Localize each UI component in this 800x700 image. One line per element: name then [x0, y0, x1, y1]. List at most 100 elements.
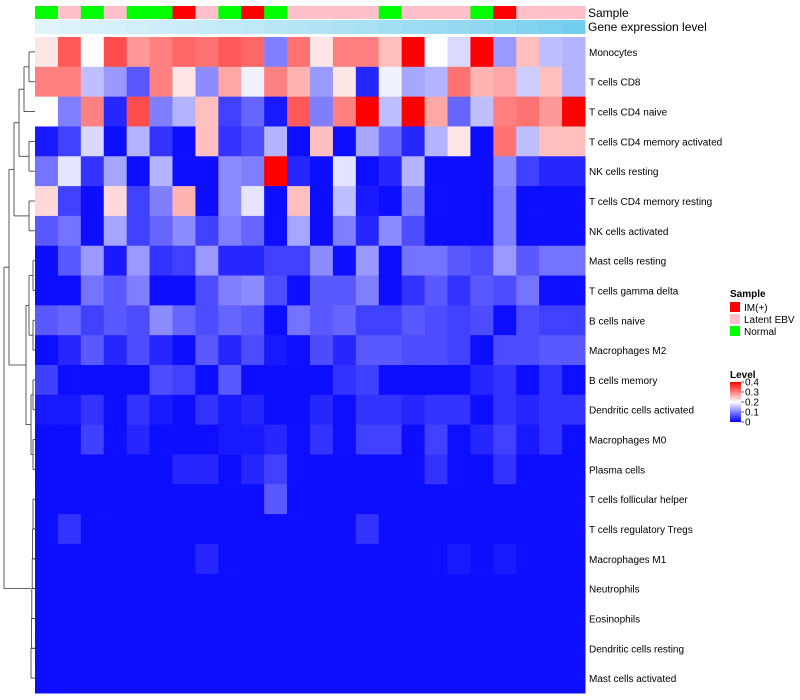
heatmap-cell [57, 394, 82, 426]
heatmap-cell [103, 484, 128, 515]
heatmap-cell [218, 663, 242, 694]
heatmap-cell [493, 573, 517, 605]
heatmap-cell [35, 543, 59, 575]
heatmap-cell [516, 66, 540, 98]
heatmap-cell [126, 663, 151, 694]
heatmap-cell [241, 37, 265, 68]
heatmap-cell [493, 543, 517, 575]
expression-bar-cell [80, 20, 105, 34]
row-label: Neutrophils [589, 585, 640, 596]
heatmap-cell [470, 394, 494, 426]
sample-bar-cell [35, 6, 59, 19]
heatmap-cell [195, 305, 219, 336]
heatmap-cell [424, 126, 448, 157]
heatmap-cell [378, 275, 403, 306]
heatmap-cell [447, 514, 471, 545]
heatmap-cells [35, 37, 586, 694]
heatmap-cell [218, 215, 242, 247]
legend-sample-swatch [730, 314, 740, 324]
row-label: Macrophages M0 [589, 436, 667, 447]
row-label: Dendritic cells resting [589, 644, 684, 655]
heatmap-cell [103, 245, 128, 277]
heatmap-cell [264, 215, 288, 247]
heatmap-cell [264, 454, 288, 485]
heatmap-cell [332, 245, 357, 277]
heatmap-cell [539, 514, 563, 545]
heatmap-cell [80, 633, 105, 664]
heatmap-cell [424, 215, 448, 247]
row-label: Mast cells resting [589, 257, 666, 268]
heatmap-cell [264, 603, 288, 634]
heatmap-cell [80, 365, 105, 396]
heatmap-cell [195, 335, 219, 366]
sample-bar-cell [493, 6, 517, 19]
heatmap-cell [195, 514, 219, 545]
heatmap-cell [126, 514, 151, 545]
heatmap-cell [241, 365, 265, 396]
legend-level-tick-label: 0 [745, 418, 751, 429]
row-label: Mast cells activated [589, 674, 676, 685]
heatmap-cell [172, 365, 196, 396]
heatmap-cell [562, 245, 586, 277]
heatmap-cell [57, 603, 82, 634]
heatmap-cell [562, 156, 586, 187]
heatmap-cell [126, 37, 151, 68]
heatmap-cell [447, 335, 471, 366]
heatmap-cell [218, 365, 242, 396]
heatmap-cell [195, 424, 219, 455]
expression-bar-cell [103, 20, 128, 34]
heatmap-cell [310, 633, 334, 664]
heatmap-cell [424, 484, 448, 515]
heatmap-cell [103, 573, 128, 605]
heatmap-cell [378, 514, 403, 545]
heatmap-cell [493, 305, 517, 336]
heatmap-cell [195, 394, 219, 426]
heatmap-cell [516, 96, 540, 127]
heatmap-cell [355, 573, 380, 605]
heatmap-cell [401, 424, 426, 455]
heatmap-cell [103, 394, 128, 426]
heatmap-cell [149, 215, 173, 247]
expression-bar-cell [355, 20, 380, 34]
heatmap-cell [80, 484, 105, 515]
heatmap-cell [80, 454, 105, 485]
expression-bar-cell [287, 20, 311, 34]
heatmap-cell [218, 484, 242, 515]
row-dendrogram [3, 51, 35, 679]
heatmap-cell [264, 275, 288, 306]
heatmap-cell [516, 633, 540, 664]
heatmap-cell [447, 663, 471, 694]
heatmap-cell [195, 633, 219, 664]
heatmap-cell [218, 245, 242, 277]
heatmap-cell [447, 365, 471, 396]
heatmap-cell [493, 484, 517, 515]
heatmap-cell [562, 37, 586, 68]
heatmap-cell [172, 215, 196, 247]
heatmap-cell [378, 245, 403, 277]
heatmap-cell [264, 573, 288, 605]
heatmap-cell [103, 514, 128, 545]
heatmap-cell [378, 96, 403, 127]
heatmap-cell [562, 573, 586, 605]
expression-bar-cell [516, 20, 540, 34]
heatmap-cell [470, 186, 494, 217]
heatmap-cell [378, 66, 403, 98]
heatmap-cell [539, 186, 563, 217]
heatmap-cell [470, 454, 494, 485]
legend-sample-label: Latent EBV [744, 315, 795, 326]
heatmap-cell [310, 603, 334, 634]
heatmap-cell [355, 603, 380, 634]
heatmap-cell [493, 186, 517, 217]
heatmap-cell [539, 394, 563, 426]
heatmap-cell [103, 454, 128, 485]
sample-bar-cell [241, 6, 265, 19]
heatmap-cell [287, 215, 311, 247]
sample-bar-cell [424, 6, 448, 19]
heatmap-cell [126, 454, 151, 485]
heatmap-cell [35, 484, 59, 515]
heatmap-cell [80, 543, 105, 575]
heatmap-cell [493, 663, 517, 694]
heatmap-cell [539, 37, 563, 68]
heatmap-cell [539, 275, 563, 306]
heatmap-cell [172, 335, 196, 366]
